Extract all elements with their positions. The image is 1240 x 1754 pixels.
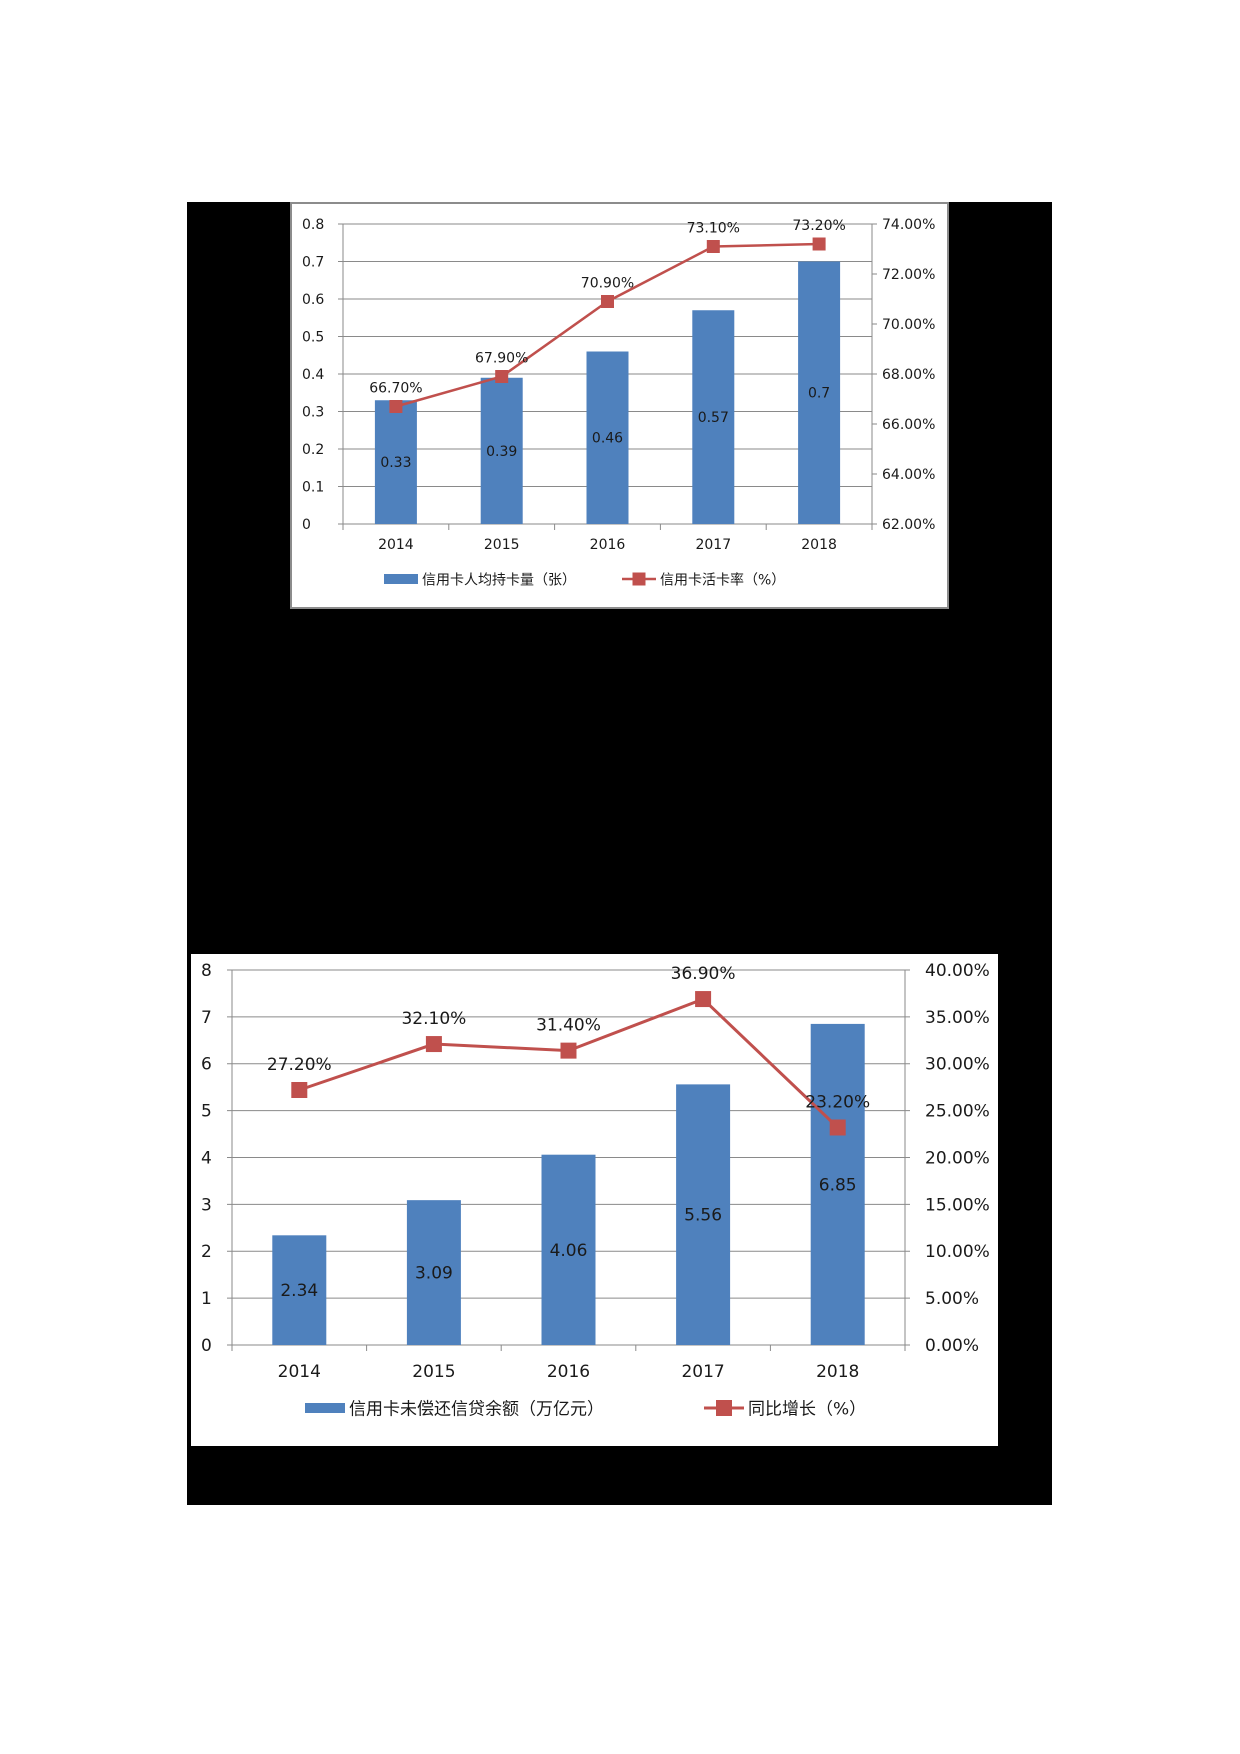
left-axis-tick-label: 5 xyxy=(201,1102,212,1122)
legend-line-marker xyxy=(716,1400,732,1416)
line-value-label: 36.90% xyxy=(671,964,736,984)
line-value-label: 73.20% xyxy=(792,218,845,234)
left-axis-tick-label: 2 xyxy=(201,1242,212,1262)
right-axis-tick-label: 15.00% xyxy=(925,1195,990,1215)
bar-value-label: 2.34 xyxy=(280,1281,318,1301)
bar-2016 xyxy=(586,351,629,524)
right-axis-tick-label: 64.00% xyxy=(882,467,935,483)
left-axis-tick-label: 3 xyxy=(201,1195,212,1215)
line-value-label: 23.20% xyxy=(805,1093,870,1113)
x-axis-category-label: 2014 xyxy=(278,1362,321,1382)
right-axis-tick-label: 35.00% xyxy=(925,1008,990,1028)
left-axis-tick-label: 0.8 xyxy=(302,217,324,233)
bar-value-label: 6.85 xyxy=(819,1175,857,1195)
line-marker-square xyxy=(601,295,614,308)
right-axis-tick-label: 10.00% xyxy=(925,1242,990,1262)
right-axis-tick-label: 62.00% xyxy=(882,517,935,533)
bar-2017 xyxy=(676,1084,731,1345)
right-axis-tick-label: 66.00% xyxy=(882,417,935,433)
bar-2015 xyxy=(406,1200,461,1345)
x-axis-category-label: 2017 xyxy=(695,537,731,553)
right-axis-tick-label: 30.00% xyxy=(925,1055,990,1075)
line-marker-square xyxy=(706,240,720,253)
bar-value-label: 3.09 xyxy=(415,1264,453,1284)
left-axis-tick-label: 0.1 xyxy=(302,479,324,495)
left-axis-tick-label: 0.6 xyxy=(302,292,324,308)
x-axis-category-label: 2016 xyxy=(590,537,626,553)
right-axis-tick-label: 70.00% xyxy=(882,317,935,333)
legend-bar-swatch xyxy=(305,1403,345,1413)
bar-2015 xyxy=(480,377,523,524)
legend-bar-label: 信用卡未偿还信贷余额（万亿元） xyxy=(349,1399,604,1419)
bar-value-label: 0.33 xyxy=(380,455,411,471)
right-axis-tick-label: 68.00% xyxy=(882,367,935,383)
left-axis-tick-label: 4 xyxy=(201,1148,212,1168)
bar-2014 xyxy=(272,1235,327,1345)
line-value-label: 73.10% xyxy=(687,221,740,237)
bar-value-label: 0.7 xyxy=(808,386,830,402)
bar-value-label: 0.39 xyxy=(486,444,517,460)
x-axis-category-label: 2015 xyxy=(412,1362,455,1382)
bar-value-label: 0.57 xyxy=(698,410,729,426)
bar-2018 xyxy=(810,1023,865,1345)
legend-line-marker xyxy=(632,572,646,586)
left-axis-tick-label: 1 xyxy=(201,1289,212,1309)
left-axis-tick-label: 0 xyxy=(302,517,311,533)
line-value-label: 70.90% xyxy=(581,276,634,292)
left-axis-tick-label: 0.3 xyxy=(302,404,324,420)
x-axis-category-label: 2016 xyxy=(547,1362,590,1382)
legend-bar-label: 信用卡人均持卡量（张） xyxy=(422,572,576,588)
chart-outstanding-credit-and-growth: 0 1 2 3 4 5 6 7 8 0.00% 5.00% 10.00% 15.00% 20.00% 25.… xyxy=(191,954,998,1446)
line-marker-square xyxy=(291,1082,308,1098)
line-value-label: 27.20% xyxy=(267,1055,332,1075)
left-axis-tick-label: 0.4 xyxy=(302,367,324,383)
x-axis-category-label: 2015 xyxy=(484,537,520,553)
right-axis-tick-label: 25.00% xyxy=(925,1102,990,1122)
line-marker-square xyxy=(695,991,712,1008)
left-axis-tick-label: 8 xyxy=(201,961,212,981)
right-axis-tick-label: 5.00% xyxy=(925,1289,979,1309)
line-marker-square xyxy=(425,1036,442,1053)
left-axis-tick-label: 0.7 xyxy=(302,254,324,270)
line-value-label: 32.10% xyxy=(401,1009,466,1029)
x-axis-category-label: 2017 xyxy=(681,1362,724,1382)
bar-2016 xyxy=(541,1154,596,1345)
left-axis-tick-label: 0.2 xyxy=(302,442,324,458)
left-axis-tick-label: 0 xyxy=(201,1336,212,1356)
line-marker-square xyxy=(389,400,403,413)
right-axis-tick-label: 20.00% xyxy=(925,1148,990,1168)
bar-value-label: 4.06 xyxy=(550,1241,588,1261)
right-axis-tick-label: 74.00% xyxy=(882,217,935,233)
left-axis-tick-label: 0.5 xyxy=(302,329,324,345)
legend-line-label: 同比增长（%） xyxy=(748,1399,866,1419)
bar-2017 xyxy=(692,310,735,524)
line-value-label: 31.40% xyxy=(536,1016,601,1036)
chart-card-holding-and-activation: 0 0.1 0.2 0.3 0.4 0.5 0.6 0.7 0.8 62.00% 64.00% 66.… xyxy=(290,202,949,609)
chart-1-canvas: 0 0.1 0.2 0.3 0.4 0.5 0.6 0.7 0.8 62.00% 64.00% 66.… xyxy=(302,217,935,588)
left-axis-tick-label: 7 xyxy=(201,1008,212,1028)
line-value-label: 66.70% xyxy=(369,381,422,397)
right-axis-tick-label: 40.00% xyxy=(925,961,990,981)
line-marker-square xyxy=(495,370,509,383)
bar-2014 xyxy=(374,400,417,524)
line-value-label: 67.90% xyxy=(475,351,528,367)
bar-2018 xyxy=(798,261,841,524)
left-axis-tick-label: 6 xyxy=(201,1055,212,1075)
x-axis-category-label: 2014 xyxy=(378,537,414,553)
bar-value-label: 5.56 xyxy=(684,1206,722,1226)
right-axis-tick-label: 0.00% xyxy=(925,1336,979,1356)
chart-2-canvas: 0 1 2 3 4 5 6 7 8 0.00% 5.00% 10.00% 15.00% 20.00% 25.… xyxy=(201,961,990,1420)
x-axis-category-label: 2018 xyxy=(801,537,837,553)
x-axis-category-label: 2018 xyxy=(816,1362,859,1382)
line-marker-square xyxy=(560,1042,577,1059)
bar-value-label: 0.46 xyxy=(592,431,623,447)
legend-line-label: 信用卡活卡率（%） xyxy=(660,571,785,588)
line-marker-square xyxy=(812,237,826,251)
legend-bar-swatch xyxy=(384,574,418,584)
line-marker-square xyxy=(829,1119,846,1136)
right-axis-tick-label: 72.00% xyxy=(882,267,935,283)
